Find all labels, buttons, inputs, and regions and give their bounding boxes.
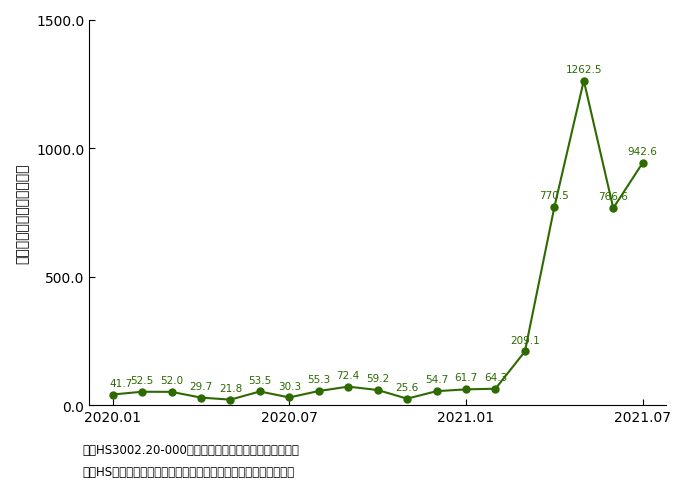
Y-axis label: ワクチン輸入総額（億円）: ワクチン輸入総額（億円）: [15, 163, 29, 263]
Text: 53.5: 53.5: [248, 375, 272, 385]
Text: 64.3: 64.3: [484, 372, 507, 382]
Text: 29.7: 29.7: [189, 381, 213, 391]
Text: 72.4: 72.4: [336, 370, 360, 380]
Text: 55.3: 55.3: [307, 374, 330, 384]
Text: 21.8: 21.8: [219, 383, 242, 393]
Text: 54.7: 54.7: [425, 374, 448, 385]
Text: 52.0: 52.0: [160, 375, 183, 385]
Text: 41.7: 41.7: [110, 378, 133, 388]
Text: 942.6: 942.6: [627, 146, 658, 157]
Text: 注：HS3002.20-000（人用ワクチン）の輸入額を示す。: 注：HS3002.20-000（人用ワクチン）の輸入額を示す。: [83, 443, 299, 456]
Text: 25.6: 25.6: [396, 382, 419, 392]
Text: 209.1: 209.1: [510, 335, 540, 345]
Text: 30.3: 30.3: [278, 381, 301, 391]
Text: 59.2: 59.2: [366, 373, 389, 383]
Text: 61.7: 61.7: [454, 373, 477, 383]
Text: 1262.5: 1262.5: [566, 64, 602, 75]
Text: 52.5: 52.5: [131, 375, 153, 385]
Text: 766.6: 766.6: [599, 192, 628, 202]
Text: 770.5: 770.5: [539, 191, 569, 201]
Text: このHSコードはコロナウイルスワクチン以外のワクチンを含む。: このHSコードはコロナウイルスワクチン以外のワクチンを含む。: [83, 465, 294, 478]
